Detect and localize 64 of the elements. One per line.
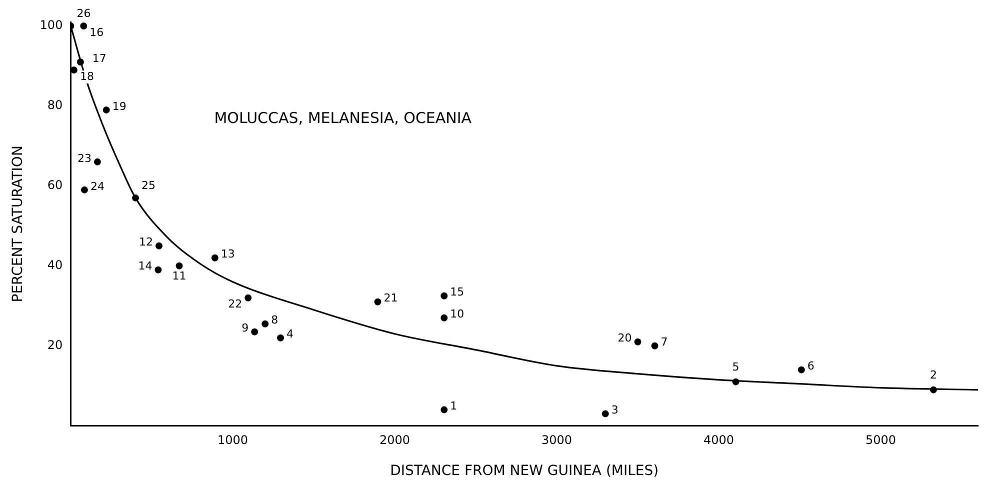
annotation: 19	[112, 100, 126, 113]
point	[80, 186, 88, 194]
annotation: MOLUCCAS, MELANESIA, OCEANIA	[214, 108, 472, 127]
point	[930, 386, 937, 394]
annotation: 13	[220, 248, 235, 261]
annotation: 24	[90, 180, 104, 193]
point	[80, 22, 88, 30]
annotation: 26	[76, 6, 91, 20]
annotation: 8	[271, 314, 278, 327]
y-tick-label: 20	[47, 338, 63, 352]
y-tick-label: 100	[40, 18, 63, 32]
annotation: 16	[90, 26, 104, 39]
annotation: 23	[77, 152, 92, 165]
annotation: 2	[930, 368, 937, 382]
point	[154, 266, 162, 274]
point	[374, 298, 382, 306]
annotation: 10	[450, 308, 464, 321]
annotation: 17	[92, 52, 106, 65]
point	[440, 292, 448, 300]
x-tick-label: 1000	[217, 433, 248, 448]
y-tick-label: 60	[47, 178, 63, 192]
point	[262, 320, 269, 328]
annotation: 9	[242, 322, 249, 335]
annotation: 6	[807, 360, 814, 373]
annotation: 5	[732, 360, 740, 374]
x-tick-label: 4000	[704, 433, 734, 448]
y-tick-label: 80	[47, 98, 63, 112]
y-axis-title: PERCENT SATURATION	[10, 146, 26, 302]
point	[251, 328, 258, 336]
point	[634, 338, 642, 346]
point	[94, 158, 101, 166]
y-tick-label: 40	[47, 258, 63, 272]
point	[244, 294, 252, 302]
point	[651, 342, 658, 350]
point	[76, 58, 84, 66]
annotation: 21	[384, 292, 398, 305]
annotation: 7	[660, 336, 668, 349]
point	[440, 314, 448, 322]
point	[156, 242, 163, 250]
annotation: 20	[618, 332, 632, 345]
point	[277, 334, 284, 342]
point	[70, 66, 78, 74]
point	[602, 410, 609, 418]
annotation: 15	[450, 286, 464, 299]
point	[440, 406, 448, 414]
x-axis-title: DISTANCE FROM NEW GUINEA (MILES)	[390, 463, 659, 480]
annotation: 14	[138, 260, 152, 273]
annotation: 1	[450, 400, 458, 413]
x-tick-label: 5000	[866, 433, 896, 448]
point	[732, 378, 740, 386]
x-tick-label: 2000	[379, 433, 410, 448]
annotation: 18	[80, 70, 94, 83]
annotation: 25	[142, 178, 156, 192]
annotation: 4	[286, 328, 294, 341]
annotation: 11	[172, 270, 186, 283]
x-tick-label: 3000	[541, 433, 572, 448]
point	[102, 106, 110, 114]
point	[132, 194, 140, 202]
point	[176, 262, 183, 270]
annotation: 3	[611, 404, 618, 417]
point	[211, 254, 218, 262]
point	[798, 366, 805, 374]
annotation: 22	[228, 298, 242, 311]
annotation: 12	[139, 236, 154, 249]
